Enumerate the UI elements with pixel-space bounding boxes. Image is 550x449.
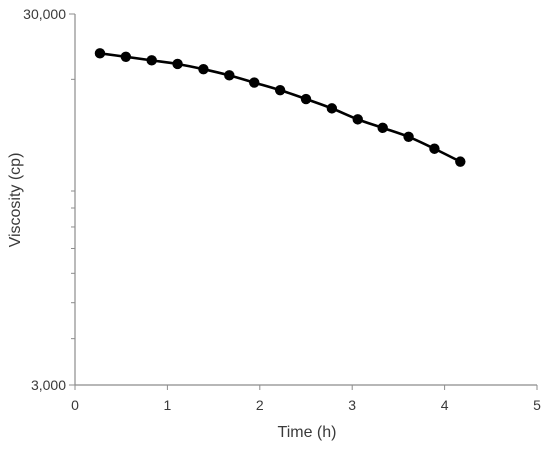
data-point bbox=[429, 143, 440, 154]
x-tick-label: 3 bbox=[348, 397, 356, 413]
y-tick-label: 3,000 bbox=[31, 377, 66, 393]
x-tick-label: 1 bbox=[164, 397, 172, 413]
data-point bbox=[300, 93, 312, 105]
tick-marks bbox=[69, 13, 538, 390]
data-point bbox=[377, 122, 388, 134]
data-point bbox=[326, 103, 338, 114]
data-point bbox=[274, 84, 286, 96]
axes bbox=[74, 14, 537, 386]
x-tick-label: 0 bbox=[71, 397, 79, 413]
y-tick-label: 30,000 bbox=[23, 6, 66, 22]
x-tick-labels: 0 1 2 3 4 5 bbox=[71, 397, 541, 413]
data-point bbox=[224, 70, 235, 81]
data-points bbox=[94, 48, 466, 167]
data-point bbox=[172, 58, 183, 70]
data-point bbox=[403, 131, 414, 142]
y-axis-title: Viscosity (cp) bbox=[7, 153, 24, 248]
series-line bbox=[98, 52, 462, 163]
data-point bbox=[94, 48, 106, 59]
x-tick-label: 4 bbox=[441, 397, 449, 413]
data-point bbox=[198, 63, 209, 75]
y-tick-labels: 3,000 30,000 bbox=[23, 6, 66, 393]
x-tick-label: 2 bbox=[256, 397, 264, 413]
x-axis-title: Time (h) bbox=[278, 424, 337, 441]
data-point bbox=[120, 51, 132, 63]
data-point bbox=[146, 55, 157, 66]
data-point bbox=[455, 156, 466, 167]
x-tick-label: 5 bbox=[533, 397, 541, 413]
data-point bbox=[249, 77, 260, 88]
data-point bbox=[352, 114, 363, 125]
